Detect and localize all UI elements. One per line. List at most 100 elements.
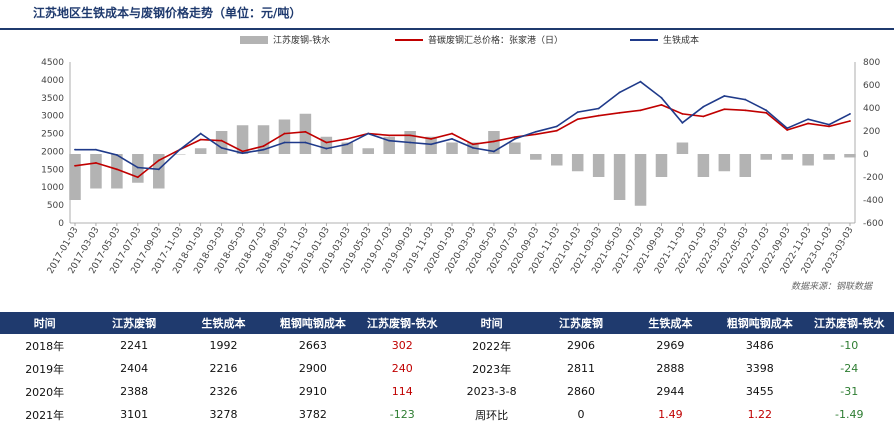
table-cell: 1.49: [658, 408, 683, 421]
table-header-cell: 粗钢吨钢成本: [268, 312, 358, 334]
spread-bar: [760, 154, 772, 160]
spread-bar: [634, 154, 647, 206]
table-cell: 2910: [298, 385, 327, 398]
table-cell: 2019年: [25, 362, 65, 376]
iron-cost-line-point: [304, 141, 307, 144]
table-header-cell: 粗钢吨钢成本: [715, 312, 805, 334]
spread-bar: [173, 154, 186, 155]
table-cell: 3486: [745, 339, 774, 352]
table-cell: 3455: [745, 385, 774, 398]
table-row: 2019年 2404 2216 2900 240 2023年 2811 2888 3398 -24: [0, 357, 894, 380]
legend-swatch-spread: [240, 36, 268, 44]
spread-bar: [781, 154, 793, 160]
table-cell: 2216: [209, 362, 238, 375]
iron-cost-line-point: [828, 123, 830, 126]
table-cell: 2018年: [25, 339, 65, 353]
iron-cost-line-point: [241, 152, 244, 155]
left-axis-tick-label: 500: [47, 201, 64, 211]
scrap-price-line-point: [430, 138, 432, 140]
spread-bar: [488, 131, 500, 154]
table-cell: 240: [391, 362, 413, 375]
iron-cost-line-point: [136, 166, 139, 169]
scrap-price-line-point: [681, 112, 684, 115]
table-cell: 2900: [298, 362, 327, 375]
x-axis: 2017-01-032017-03-032017-05-032017-07-03…: [46, 222, 856, 276]
scrap-price-line-point: [115, 168, 118, 171]
spread-bar: [299, 113, 312, 154]
scrap-price-line-point: [828, 125, 830, 128]
spread-bar: [718, 154, 731, 172]
right-axis-tick-label: -600: [863, 219, 884, 229]
iron-cost-line-point: [325, 147, 328, 150]
iron-cost-line-point: [639, 80, 642, 83]
table-header-cell: 江苏废钢: [89, 312, 179, 334]
table-row: 2021年 3101 3278 3782 -123 周环比 0 1.49 1.22 -1.49: [0, 403, 894, 426]
table-row: 2018年 2241 1992 2663 302 2022年 2906 2969 3486 -10: [0, 334, 894, 357]
iron-cost-line-point: [849, 112, 851, 115]
scrap-price-line-point: [325, 141, 328, 144]
iron-cost-line-point: [786, 127, 789, 130]
table-cell: -123: [389, 408, 415, 421]
scrap-price-line-point: [451, 132, 453, 135]
spread-bar: [592, 154, 605, 177]
spread-bar: [236, 125, 249, 154]
spread-bar: [613, 154, 626, 200]
table-cell: 2022年: [472, 339, 512, 353]
table-header-cell: 时间: [0, 312, 90, 334]
spread-bar: [425, 136, 437, 154]
iron-cost-line-point: [723, 95, 726, 97]
table-cell: 0: [577, 408, 585, 421]
data-source-note: 数据来源：钢联数据: [790, 282, 872, 292]
scrap-price-line-point: [262, 145, 265, 147]
left-axis-tick-label: 3000: [41, 112, 64, 122]
table-cell: -31: [840, 385, 859, 398]
right-axis-tick-label: -200: [863, 173, 884, 183]
table-cell: 3278: [209, 408, 238, 421]
iron-cost-line-point: [409, 141, 412, 144]
legend-label: 生铁成本: [663, 34, 699, 46]
table-header-cell: 生铁成本: [625, 312, 716, 334]
table-cell: 2023年: [472, 362, 512, 376]
iron-cost-line-point: [178, 148, 181, 151]
scrap-price-line-point: [220, 139, 223, 142]
scrap-price-line-point: [304, 130, 307, 133]
spread-bar: [844, 154, 856, 158]
iron-cost-line-point: [597, 107, 600, 110]
table-cell: 1.22: [747, 408, 773, 421]
left-axis-tick-label: 1000: [41, 183, 64, 193]
iron-cost-line-point: [472, 146, 474, 149]
scrap-price-line-point: [241, 150, 244, 153]
left-axis: 0 500 1000 1500 2000 2500 3000 3500 4000 4500: [41, 58, 71, 229]
right-axis-tick-label: 400: [863, 104, 880, 114]
table-body: 2018年 2241 1992 2663 302 2022年 2906 2969 3486 -10…: [0, 334, 894, 426]
iron-cost-line-point: [681, 121, 684, 124]
right-axis-tick-label: 200: [863, 127, 880, 137]
scrap-price-line-point: [765, 111, 768, 114]
scrap-price-line-point: [388, 134, 391, 137]
scrap-price-line-point: [618, 111, 621, 114]
chart-title: 江苏地区生铁成本与废钢价格走势（单位：元/吨）: [33, 6, 302, 20]
scrap-price-line-point: [786, 129, 789, 131]
table-cell: 2241: [120, 339, 149, 352]
spread-bar: [111, 154, 123, 189]
iron-cost-line-point: [555, 125, 558, 128]
iron-cost-line-point: [262, 148, 265, 151]
spread-bar: [571, 154, 584, 172]
iron-cost-line-point: [493, 150, 495, 153]
spread-bar: [383, 136, 395, 154]
scrap-price-line-point: [576, 118, 579, 121]
chart-legend: 江苏废钢-铁水 普碳废钢汇总价格：张家港（日） 生铁成本: [240, 34, 699, 46]
spread-bar: [194, 148, 207, 154]
table-cell: 2326: [209, 385, 238, 398]
spread-bar: [278, 119, 291, 154]
left-axis-tick-label: 3500: [41, 94, 64, 104]
scrap-price-line-point: [639, 109, 642, 112]
scrap-price-line-point: [95, 161, 97, 164]
iron-cost-line-point: [451, 138, 453, 140]
spread-bar: [823, 154, 835, 160]
scrap-price-line-point: [157, 159, 160, 162]
table-cell: -10: [840, 339, 859, 352]
table-cell: 2860: [567, 385, 596, 398]
left-axis-tick-label: 0: [58, 219, 64, 229]
table-cell: 2663: [298, 339, 327, 352]
